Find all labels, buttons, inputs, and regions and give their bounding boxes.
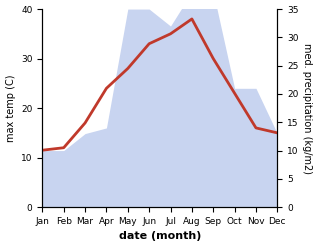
X-axis label: date (month): date (month)	[119, 231, 201, 242]
Y-axis label: max temp (C): max temp (C)	[5, 74, 16, 142]
Y-axis label: med. precipitation (kg/m2): med. precipitation (kg/m2)	[302, 43, 313, 174]
